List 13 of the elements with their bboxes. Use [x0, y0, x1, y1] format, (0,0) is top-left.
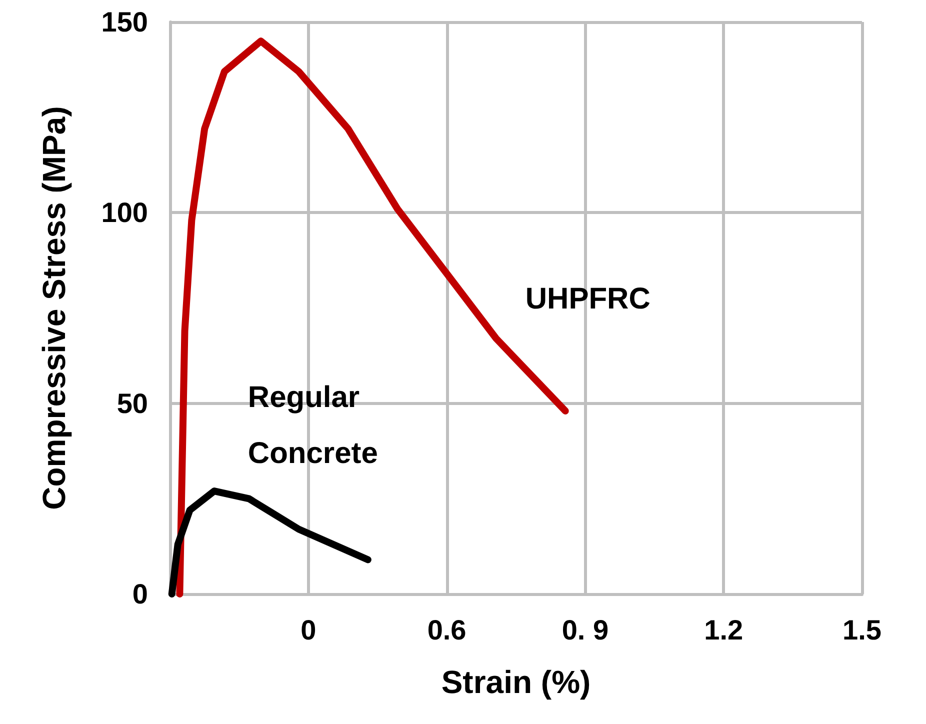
x-tick-label: 0.6	[427, 614, 466, 646]
y-tick-label: 0	[132, 578, 148, 610]
x-axis-title: Strain (%)	[441, 664, 591, 700]
x-tick-label: 1.5	[842, 614, 882, 646]
x-tick-label: 0	[300, 614, 316, 646]
y-tick-label: 100	[101, 197, 148, 228]
series-label: UHPFRC	[525, 282, 650, 316]
y-axis-title: Compressive Stress (MPa)	[36, 106, 72, 510]
y-tick-label: 50	[116, 388, 148, 419]
x-tick-label: 1.2	[704, 614, 744, 646]
series-label: Regular Concrete	[248, 381, 378, 470]
x-tick-label: 0. 9	[562, 614, 609, 646]
y-tick-label: 150	[101, 6, 148, 38]
